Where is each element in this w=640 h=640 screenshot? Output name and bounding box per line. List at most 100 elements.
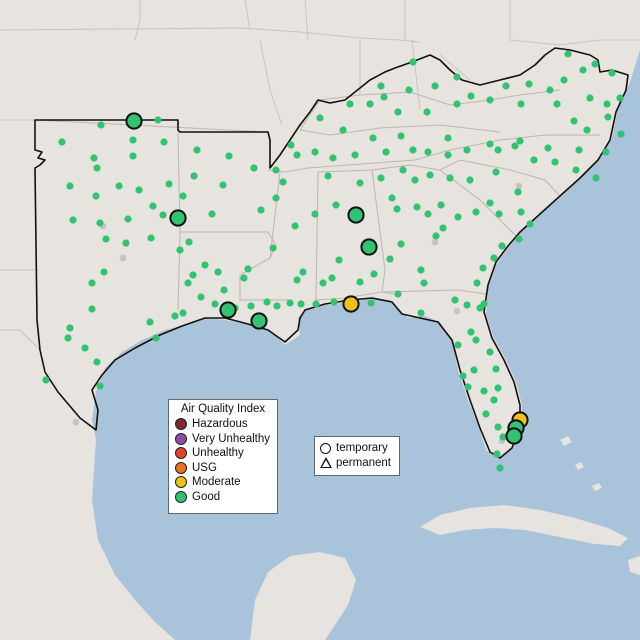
permanent-monitor-good[interactable] [102, 235, 110, 243]
permanent-monitor-good[interactable] [332, 201, 340, 209]
permanent-monitor-good[interactable] [244, 265, 252, 273]
permanent-monitor-good[interactable] [287, 141, 295, 149]
permanent-monitor-good[interactable] [190, 172, 198, 180]
permanent-monitor-good[interactable] [193, 146, 201, 154]
permanent-monitor-good[interactable] [377, 82, 385, 90]
permanent-monitor-good[interactable] [490, 396, 498, 404]
permanent-monitor-good[interactable] [424, 148, 432, 156]
permanent-monitor-good[interactable] [88, 279, 96, 287]
permanent-monitor-good[interactable] [152, 334, 160, 342]
permanent-monitor-good[interactable] [420, 279, 428, 287]
permanent-monitor-good[interactable] [530, 156, 538, 164]
permanent-monitor-good[interactable] [517, 100, 525, 108]
permanent-monitor-good[interactable] [467, 92, 475, 100]
permanent-monitor-no-data[interactable] [119, 254, 127, 262]
permanent-monitor-good[interactable] [499, 433, 507, 441]
permanent-monitor-good[interactable] [42, 376, 50, 384]
permanent-monitor-good[interactable] [602, 148, 610, 156]
permanent-monitor-good[interactable] [293, 151, 301, 159]
permanent-monitor-good[interactable] [411, 176, 419, 184]
permanent-monitor-good[interactable] [367, 299, 375, 307]
permanent-monitor-good[interactable] [286, 299, 294, 307]
temporary-monitor-good[interactable] [125, 112, 143, 130]
permanent-monitor-good[interactable] [346, 100, 354, 108]
permanent-monitor-good[interactable] [453, 100, 461, 108]
permanent-monitor-good[interactable] [185, 238, 193, 246]
permanent-monitor-good[interactable] [397, 240, 405, 248]
temporary-monitor-good[interactable] [219, 301, 237, 319]
permanent-monitor-good[interactable] [171, 312, 179, 320]
permanent-monitor-good[interactable] [446, 174, 454, 182]
temporary-monitor-moderate[interactable] [342, 295, 360, 313]
permanent-monitor-good[interactable] [66, 324, 74, 332]
permanent-monitor-good[interactable] [135, 186, 143, 194]
permanent-monitor-good[interactable] [160, 138, 168, 146]
permanent-monitor-good[interactable] [146, 318, 154, 326]
permanent-monitor-good[interactable] [324, 172, 332, 180]
permanent-monitor-good[interactable] [553, 100, 561, 108]
permanent-monitor-good[interactable] [592, 174, 600, 182]
permanent-monitor-good[interactable] [165, 180, 173, 188]
permanent-monitor-good[interactable] [464, 383, 472, 391]
permanent-monitor-good[interactable] [413, 203, 421, 211]
permanent-monitor-good[interactable] [90, 154, 98, 162]
permanent-monitor-good[interactable] [486, 140, 494, 148]
permanent-monitor-good[interactable] [494, 384, 502, 392]
permanent-monitor-good[interactable] [463, 146, 471, 154]
permanent-monitor-good[interactable] [272, 194, 280, 202]
permanent-monitor-good[interactable] [299, 268, 307, 276]
permanent-monitor-good[interactable] [486, 348, 494, 356]
temporary-monitor-good[interactable] [169, 209, 187, 227]
permanent-monitor-good[interactable] [96, 382, 104, 390]
permanent-monitor-good[interactable] [564, 50, 572, 58]
permanent-monitor-good[interactable] [463, 301, 471, 309]
permanent-monitor-good[interactable] [480, 387, 488, 395]
permanent-monitor-good[interactable] [451, 296, 459, 304]
permanent-monitor-good[interactable] [176, 246, 184, 254]
permanent-monitor-good[interactable] [551, 158, 559, 166]
permanent-monitor-good[interactable] [208, 210, 216, 218]
permanent-monitor-good[interactable] [394, 108, 402, 116]
temporary-monitor-good[interactable] [360, 238, 378, 256]
permanent-monitor-good[interactable] [426, 171, 434, 179]
permanent-monitor-good[interactable] [399, 166, 407, 174]
permanent-monitor-good[interactable] [88, 305, 96, 313]
permanent-monitor-good[interactable] [397, 132, 405, 140]
permanent-monitor-good[interactable] [201, 261, 209, 269]
permanent-monitor-good[interactable] [197, 293, 205, 301]
permanent-monitor-good[interactable] [444, 134, 452, 142]
permanent-monitor-good[interactable] [240, 274, 248, 282]
permanent-monitor-good[interactable] [69, 216, 77, 224]
permanent-monitor-good[interactable] [437, 201, 445, 209]
permanent-monitor-good[interactable] [560, 76, 568, 84]
permanent-monitor-good[interactable] [502, 82, 510, 90]
permanent-monitor-good[interactable] [570, 117, 578, 125]
permanent-monitor-good[interactable] [472, 336, 480, 344]
permanent-monitor-good[interactable] [617, 130, 625, 138]
permanent-monitor-good[interactable] [219, 181, 227, 189]
permanent-monitor-good[interactable] [335, 256, 343, 264]
permanent-monitor-good[interactable] [516, 137, 524, 145]
permanent-monitor-good[interactable] [579, 66, 587, 74]
permanent-monitor-good[interactable] [369, 134, 377, 142]
permanent-monitor-good[interactable] [311, 148, 319, 156]
permanent-monitor-good[interactable] [388, 194, 396, 202]
permanent-monitor-good[interactable] [431, 82, 439, 90]
permanent-monitor-good[interactable] [486, 199, 494, 207]
permanent-monitor-good[interactable] [409, 58, 417, 66]
permanent-monitor-good[interactable] [329, 154, 337, 162]
permanent-monitor-good[interactable] [97, 121, 105, 129]
temporary-monitor-good[interactable] [347, 206, 365, 224]
permanent-monitor-good[interactable] [525, 80, 533, 88]
permanent-monitor-good[interactable] [393, 205, 401, 213]
permanent-monitor-good[interactable] [115, 182, 123, 190]
permanent-monitor-good[interactable] [330, 298, 338, 306]
permanent-monitor-good[interactable] [220, 286, 228, 294]
permanent-monitor-good[interactable] [273, 302, 281, 310]
permanent-monitor-good[interactable] [356, 278, 364, 286]
permanent-monitor-good[interactable] [319, 279, 327, 287]
permanent-monitor-good[interactable] [515, 235, 523, 243]
permanent-monitor-good[interactable] [417, 309, 425, 317]
permanent-monitor-good[interactable] [81, 344, 89, 352]
